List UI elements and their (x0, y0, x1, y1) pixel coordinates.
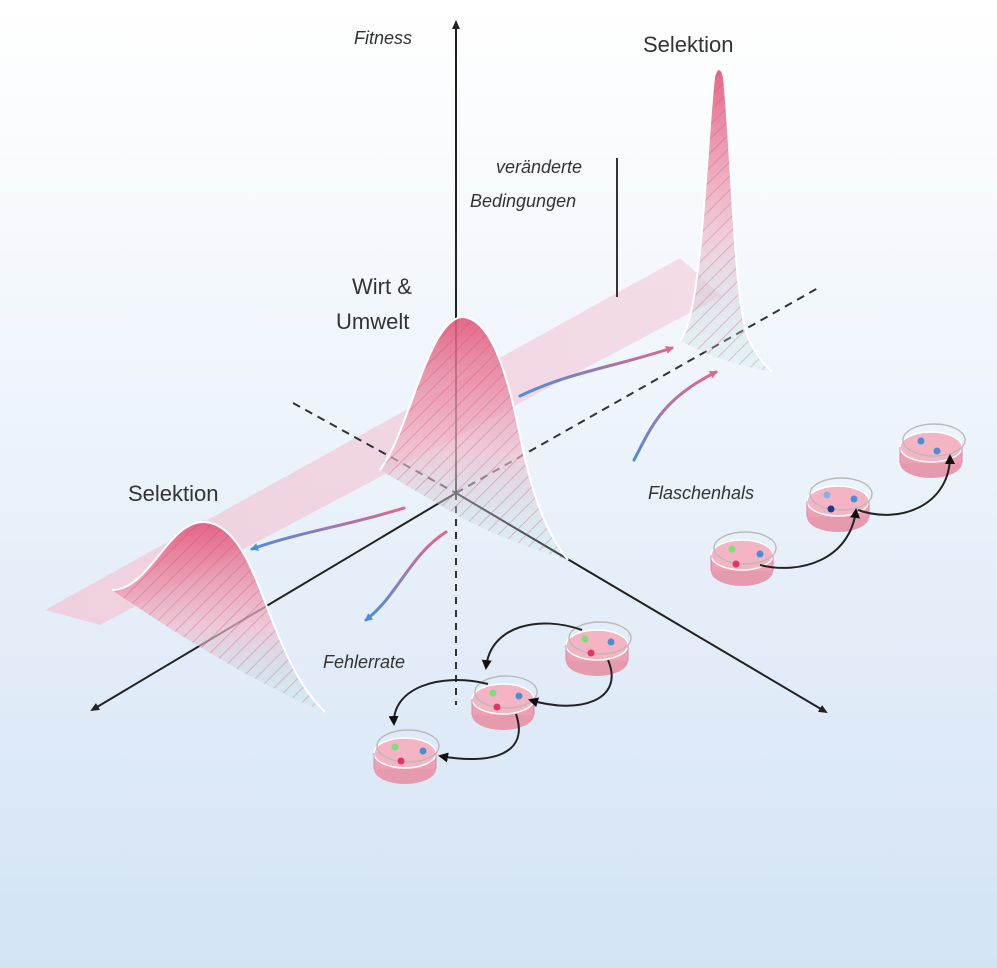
arrow-up-to-right-peak (632, 370, 718, 462)
bottleneck-label: Flaschenhals (648, 483, 754, 503)
error-rate-arrow (528, 659, 613, 708)
selection-right-label: Selektion (643, 32, 734, 57)
left-fitness-peak (111, 520, 326, 713)
center-fitness-peak (379, 315, 569, 561)
error-rate-arrow (388, 679, 489, 726)
error-rate-label: Fehlerrate (323, 652, 405, 672)
error-rate-arrow (438, 713, 520, 763)
petri-dish-icon (471, 675, 538, 731)
arrow-center-to-right-peak (518, 346, 674, 398)
changed-conditions-label-line2: Bedingungen (470, 191, 576, 211)
arrow-to-left-peak (250, 506, 406, 551)
changed-conditions-label-line1: veränderte (496, 157, 582, 177)
petri-dish-icon (373, 729, 440, 785)
selection-left-label: Selektion (128, 481, 219, 506)
right-fitness-peak (679, 68, 773, 373)
petri-dish-icon (565, 621, 632, 677)
bottleneck-arrow (759, 508, 861, 569)
bottleneck-arrow (857, 454, 955, 516)
host-environment-label-line1: Wirt & (352, 274, 412, 299)
petri-dish-icon (899, 423, 966, 479)
left-axis (90, 492, 457, 712)
host-environment-label-line2: Umwelt (336, 309, 409, 334)
error-rate-arrow (481, 622, 583, 670)
petri-dish-icon (710, 531, 777, 587)
petri-dish-icon (806, 477, 873, 533)
fitness-axis-label: Fitness (354, 28, 412, 48)
arrow-error-rate (364, 530, 448, 622)
